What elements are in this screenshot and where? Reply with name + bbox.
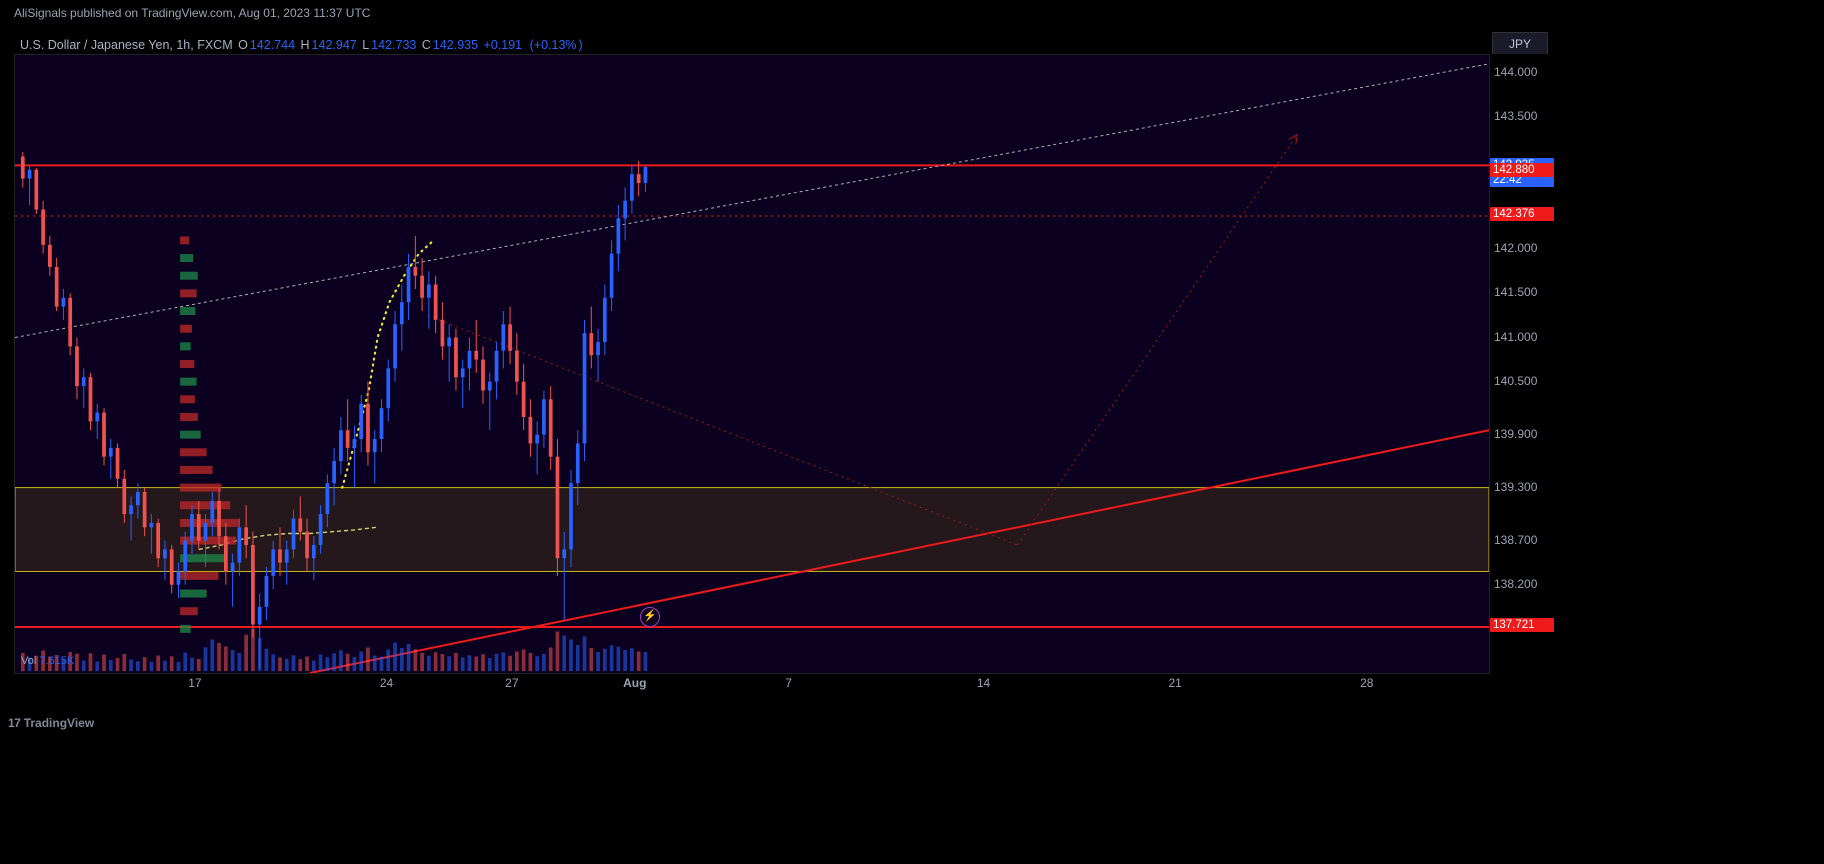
- time-tick: 24: [380, 676, 393, 690]
- price-tick: 140.500: [1494, 374, 1537, 388]
- time-tick: 28: [1360, 676, 1373, 690]
- price-tick: 144.000: [1494, 65, 1537, 79]
- time-tick: 21: [1168, 676, 1181, 690]
- symbol-name: U.S. Dollar / Japanese Yen, 1h, FXCM: [20, 38, 233, 52]
- volume-label: Vol 7.615K: [21, 655, 74, 667]
- price-tick: 139.900: [1494, 427, 1537, 441]
- price-tick: 142.000: [1494, 241, 1537, 255]
- price-tick: 139.300: [1494, 480, 1537, 494]
- time-tick: Aug: [623, 676, 646, 690]
- price-tick: 141.000: [1494, 330, 1537, 344]
- tradingview-watermark: 17 TradingView: [8, 716, 94, 730]
- time-tick: 17: [188, 676, 201, 690]
- price-tag: 137.721: [1490, 618, 1554, 632]
- time-tick: 27: [505, 676, 518, 690]
- publish-info: AliSignals published on TradingView.com,…: [14, 6, 370, 20]
- lightning-icon: ⚡: [640, 607, 660, 627]
- price-tag: 142.376: [1490, 207, 1554, 221]
- currency-badge[interactable]: JPY: [1492, 32, 1548, 56]
- price-chart[interactable]: Vol 7.615K ⚡: [14, 54, 1490, 674]
- time-axis[interactable]: 17 24 27 Aug 7 14 21 28: [14, 674, 1488, 694]
- symbol-ohlc-row: U.S. Dollar / Japanese Yen, 1h, FXCM O14…: [20, 38, 585, 52]
- price-tag: 142.880: [1490, 163, 1554, 177]
- price-axis[interactable]: 144.000 143.500 142.000 141.500 141.000 140.5…: [1490, 54, 1550, 672]
- price-tick: 138.700: [1494, 533, 1537, 547]
- time-tick: 14: [977, 676, 990, 690]
- price-tick: 143.500: [1494, 109, 1537, 123]
- price-tick: 138.200: [1494, 577, 1537, 591]
- chart-svg: [15, 55, 1489, 673]
- price-tick: 141.500: [1494, 285, 1537, 299]
- time-tick: 7: [785, 676, 792, 690]
